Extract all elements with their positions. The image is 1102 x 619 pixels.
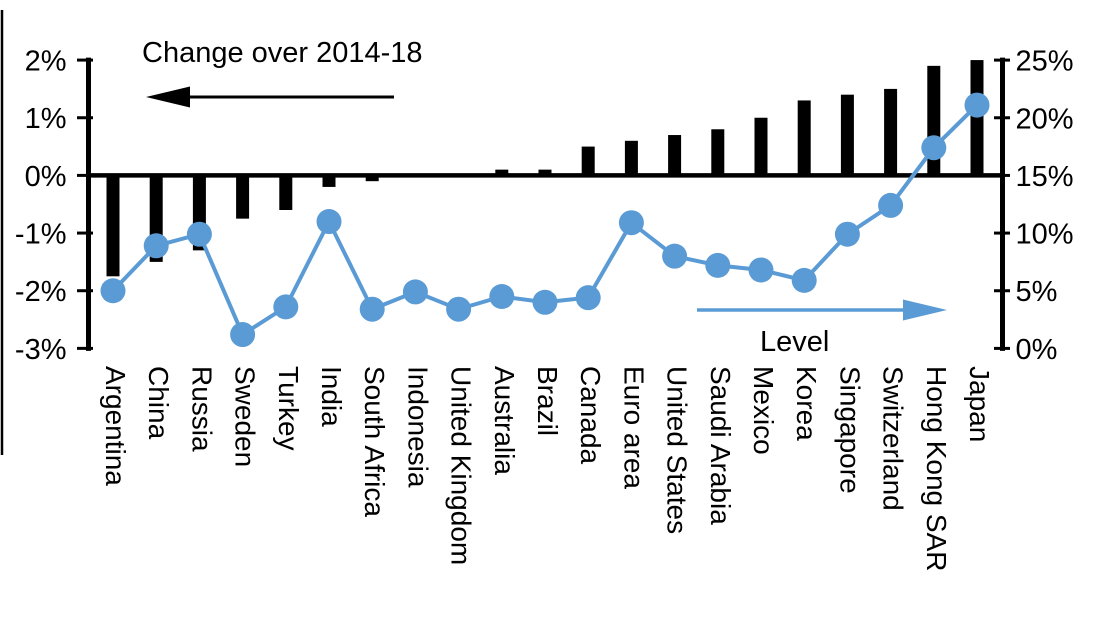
right-axis-tick-label: 5% [1016,276,1058,308]
bar-argentina [106,175,120,277]
category-label: Switzerland [878,366,909,511]
bar-series-arrow-head [146,86,190,108]
left-axis-tick-label: -2% [15,276,67,308]
category-label: South Africa [359,366,390,517]
category-label: Canada [575,366,606,465]
level-dot-korea [791,267,817,293]
level-dot-turkey [273,294,299,320]
bar-euro-area [624,140,638,176]
level-dot-hong-kong-sar [921,135,947,161]
level-dot-argentina [100,278,126,304]
bar-japan [970,60,984,176]
level-dot-united-states [662,243,688,269]
level-dot-japan [964,92,990,118]
right-axis-tick-label: 0% [1016,334,1058,366]
bar-brazil [538,169,552,176]
category-label: Saudi Arabia [705,366,736,525]
category-label: Hong Kong SAR [921,366,952,571]
line-series-arrow-head [903,299,947,321]
category-label: India [316,366,347,427]
bar-saudi-arabia [711,129,725,176]
category-label: Sweden [230,366,261,467]
category-label: Turkey [273,366,304,451]
right-axis-tick-label: 25% [1016,46,1074,78]
bar-india [322,175,336,187]
level-dot-mexico [748,257,774,283]
bar-mexico [754,117,768,176]
category-label: Australia [489,366,520,475]
category-label: Korea [791,366,822,441]
line-series-label: Level [760,326,829,358]
bar-united-states [668,135,682,176]
bar-korea [797,100,811,176]
bar-canada [581,146,595,176]
category-label: Euro area [618,366,649,489]
level-dot-south-africa [359,296,385,322]
left-axis-tick-label: 2% [25,46,67,78]
category-label: Russia [186,366,217,452]
left-axis-tick-label: 1% [25,103,67,135]
category-label: Indonesia [402,366,433,488]
bar-south-africa [365,175,379,182]
chart-generated-content: 2% 1% 0% -1% -2% -3% 25% 20% 15% 10% 5% 0% Argentina… [0,10,1074,571]
level-dot-indonesia [402,279,428,305]
bar-singapore [840,94,854,176]
category-label: China [143,366,174,440]
bar-series-label: Change over 2014-18 [142,37,423,69]
category-label: Japan [964,366,995,442]
bar-sweden [236,175,250,219]
level-dot-china [143,233,169,259]
left-axis-tick-label: 0% [25,161,67,193]
level-dot-canada [575,285,601,311]
category-label: Mexico [748,366,779,455]
category-label: United Kingdom [446,366,477,565]
level-dot-saudi-arabia [705,252,731,278]
left-axis-tick-label: -1% [15,219,67,251]
bar-turkey [279,175,293,210]
level-dot-brazil [532,289,558,315]
level-dot-sweden [230,322,256,348]
level-dot-india [316,209,342,235]
category-label: Argentina [100,366,131,486]
level-dot-russia [186,221,212,247]
level-dot-australia [489,284,515,310]
category-label: United States [662,366,693,534]
category-label: Brazil [532,366,563,436]
level-dot-singapore [834,221,860,247]
left-axis-tick-label: -3% [15,334,67,366]
level-dot-euro-area [618,210,644,236]
right-axis-tick-label: 20% [1016,103,1074,135]
level-dot-united-kingdom [446,296,472,322]
right-axis-tick-label: 15% [1016,161,1074,193]
right-axis-tick-label: 10% [1016,219,1074,251]
category-label: Singapore [834,366,865,494]
level-dot-switzerland [878,192,904,218]
bar-switzerland [884,88,898,176]
bar-australia [495,169,509,176]
